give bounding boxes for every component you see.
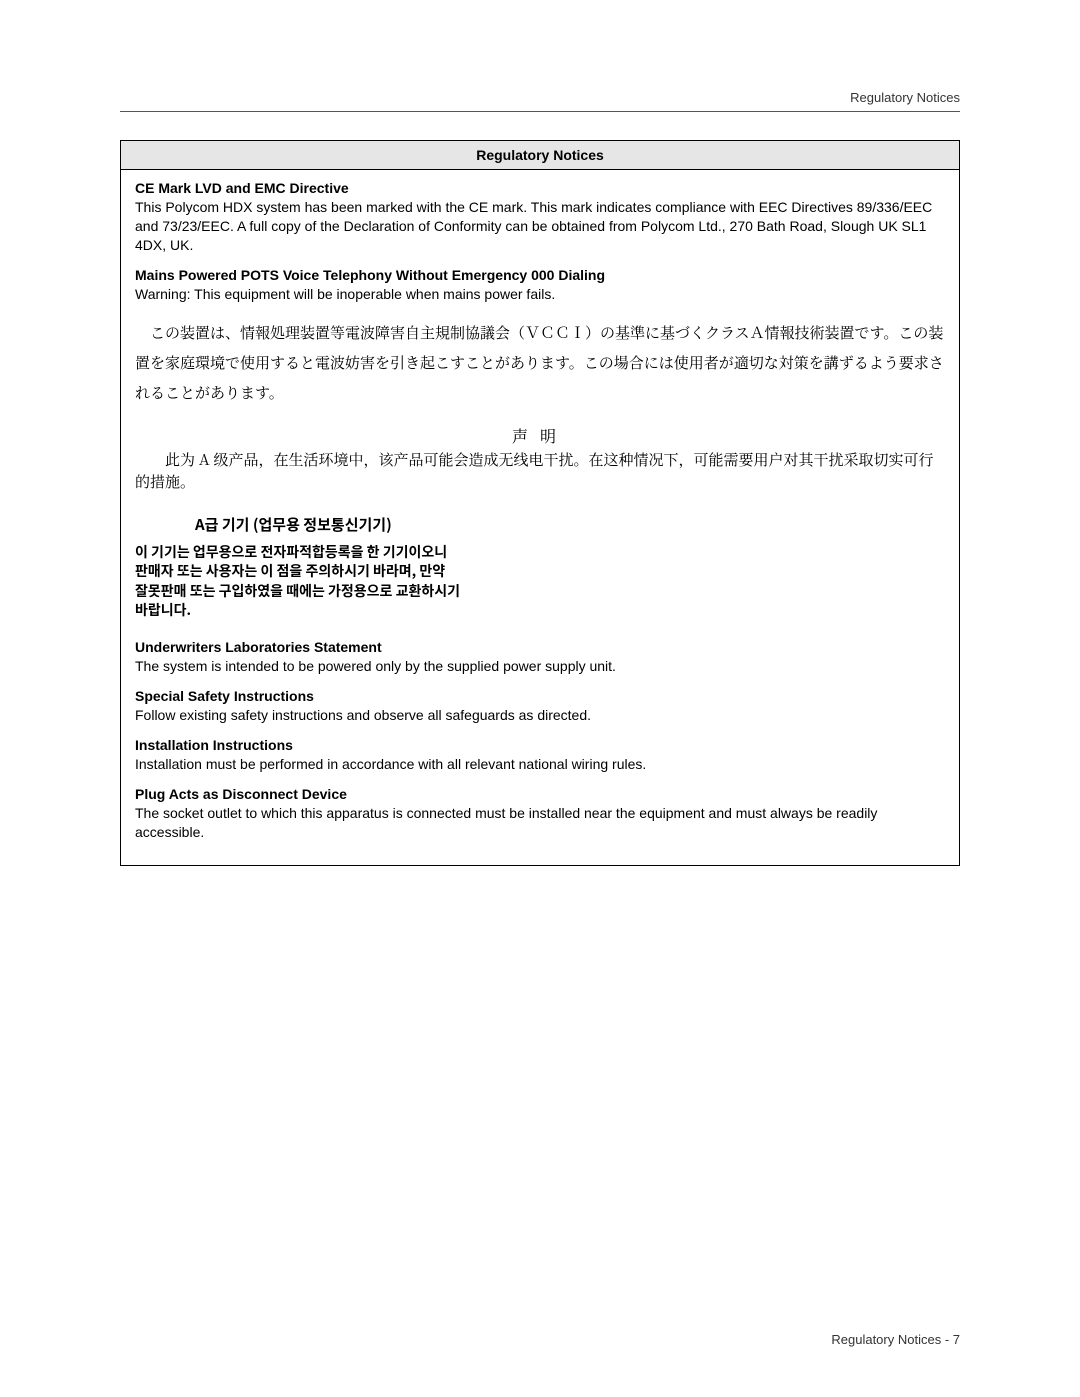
install-title: Installation Instructions (135, 737, 945, 753)
mains-para: Warning: This equipment will be inoperab… (135, 285, 945, 304)
install-para: Installation must be performed in accord… (135, 755, 945, 774)
page: Regulatory Notices Regulatory Notices CE… (0, 0, 1080, 1397)
ul-title: Underwriters Laboratories Statement (135, 639, 945, 655)
cn-title: 声明 (135, 424, 945, 447)
kr-title: A급 기기 (업무용 정보통신기기) (195, 514, 945, 535)
box-body: CE Mark LVD and EMC Directive This Polyc… (121, 170, 959, 865)
ce-title: CE Mark LVD and EMC Directive (135, 180, 945, 196)
safety-para: Follow existing safety instructions and … (135, 706, 945, 725)
plug-para: The socket outlet to which this apparatu… (135, 804, 945, 842)
header-right: Regulatory Notices (120, 90, 960, 105)
cn-para: 此为 A 级产品，在生活环境中，该产品可能会造成无线电干扰。在这种情况下，可能需… (135, 449, 945, 494)
jp-para: この装置は、情報処理装置等電波障害自主規制協議会（ＶＣＣＩ）の基準に基づくクラス… (135, 318, 945, 408)
plug-title: Plug Acts as Disconnect Device (135, 786, 945, 802)
page-footer: Regulatory Notices - 7 (831, 1332, 960, 1347)
kr-para: 이 기기는 업무용으로 전자파적합등록을 한 기기이오니판매자 또는 사용자는 … (135, 543, 945, 621)
ce-para: This Polycom HDX system has been marked … (135, 198, 945, 255)
header-rule (120, 111, 960, 112)
safety-title: Special Safety Instructions (135, 688, 945, 704)
mains-title: Mains Powered POTS Voice Telephony Witho… (135, 267, 945, 283)
box-title: Regulatory Notices (121, 141, 959, 170)
regulatory-box: Regulatory Notices CE Mark LVD and EMC D… (120, 140, 960, 866)
ul-para: The system is intended to be powered onl… (135, 657, 945, 676)
